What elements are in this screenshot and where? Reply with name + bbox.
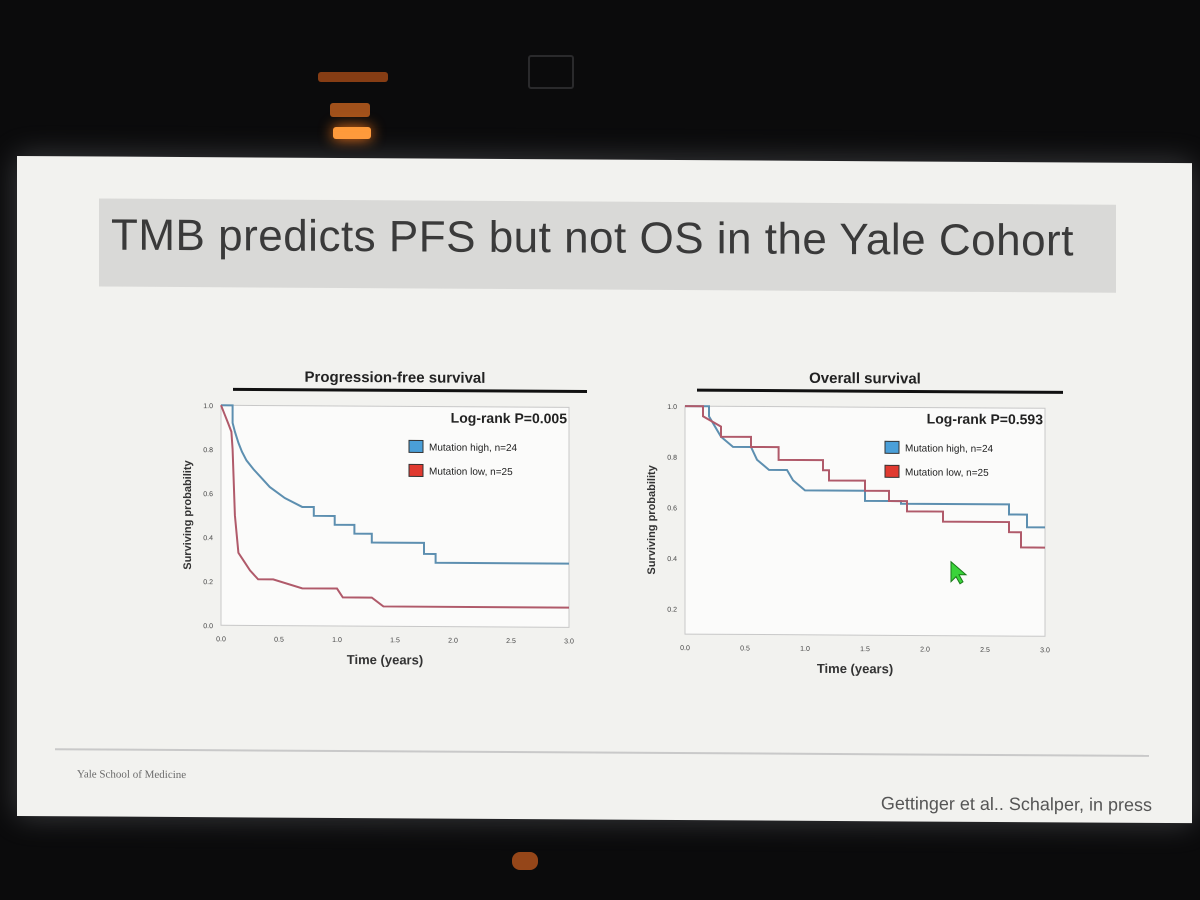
y-tick-label: 0.6: [203, 491, 213, 498]
x-axis-label: Time (years): [817, 661, 893, 676]
charts-canvas: Progression-free survival 0.0 0.5 1.0 1.5 2.0…: [182, 369, 1063, 676]
footer-citation: Gettinger et al.. Schalper, in press: [880, 793, 1152, 815]
legend-label: Mutation low, n=25: [905, 467, 989, 479]
legend-swatch: [408, 439, 424, 453]
legend-swatch: [408, 463, 424, 477]
plot-area: [220, 404, 570, 628]
y-tick-label: 0.8: [203, 447, 213, 454]
y-tick-label: 0.8: [667, 455, 677, 462]
series-line-mutation-high: [221, 404, 569, 565]
x-tick-label: 1.0: [800, 646, 810, 653]
pointer-cursor-icon: [950, 560, 968, 585]
presentation-slide: TMB predicts PFS but not OS in the Yale …: [17, 156, 1192, 824]
log-rank-annotation: Log-rank P=0.005: [451, 410, 568, 427]
series-line-mutation-low: [220, 404, 569, 609]
legend-label: Mutation high, n=24: [905, 443, 994, 455]
x-tick-label: 0.0: [216, 636, 226, 643]
footer-institution: Yale School of Medicine: [77, 768, 187, 782]
series-line-mutation-high: [685, 405, 1045, 529]
stage-light: [330, 103, 370, 117]
y-tick-label: 0.4: [203, 535, 213, 542]
x-tick-label: 1.5: [390, 637, 400, 644]
legend-label: Mutation high, n=24: [429, 443, 518, 455]
x-tick-label: 0.5: [274, 637, 284, 644]
legend-swatch: [884, 464, 900, 478]
y-tick-label: 1.0: [203, 403, 213, 410]
title-underline: [233, 387, 587, 393]
stage-light: [333, 127, 371, 139]
legend-label: Mutation low, n=25: [429, 467, 513, 479]
x-tick-label: 2.5: [980, 647, 990, 654]
y-axis-label: Surviving probability: [182, 459, 194, 569]
x-tick-label: 2.5: [506, 638, 516, 645]
x-tick-label: 2.0: [448, 638, 458, 645]
y-tick-label: 0.6: [667, 505, 677, 512]
series-line-mutation-low: [685, 405, 1045, 549]
x-tick-label: 3.0: [564, 638, 574, 645]
y-tick-label: 0.2: [667, 607, 677, 614]
x-tick-label: 1.0: [332, 637, 342, 644]
x-tick-label: 0.5: [740, 645, 750, 652]
x-tick-label: 1.5: [860, 646, 870, 653]
ceiling-monitor: [528, 55, 574, 89]
x-tick-label: 0.0: [680, 645, 690, 652]
log-rank-annotation: Log-rank P=0.593: [927, 411, 1044, 428]
y-axis-label: Surviving probability: [646, 464, 658, 574]
plot-area: [684, 405, 1046, 637]
chart-title: Overall survival: [809, 370, 921, 388]
y-tick-label: 0.2: [203, 579, 213, 586]
chart-title: Progression-free survival: [305, 369, 486, 387]
y-tick-label: 1.0: [667, 404, 677, 411]
y-tick-label: 0.0: [203, 623, 213, 630]
stage-light: [512, 852, 538, 870]
x-tick-label: 2.0: [920, 647, 930, 654]
y-tick-label: 0.4: [667, 556, 677, 563]
title-underline: [697, 388, 1063, 394]
x-axis-label: Time (years): [347, 652, 423, 667]
stage-light: [318, 72, 388, 82]
legend-swatch: [884, 440, 900, 454]
x-tick-label: 3.0: [1040, 647, 1050, 654]
